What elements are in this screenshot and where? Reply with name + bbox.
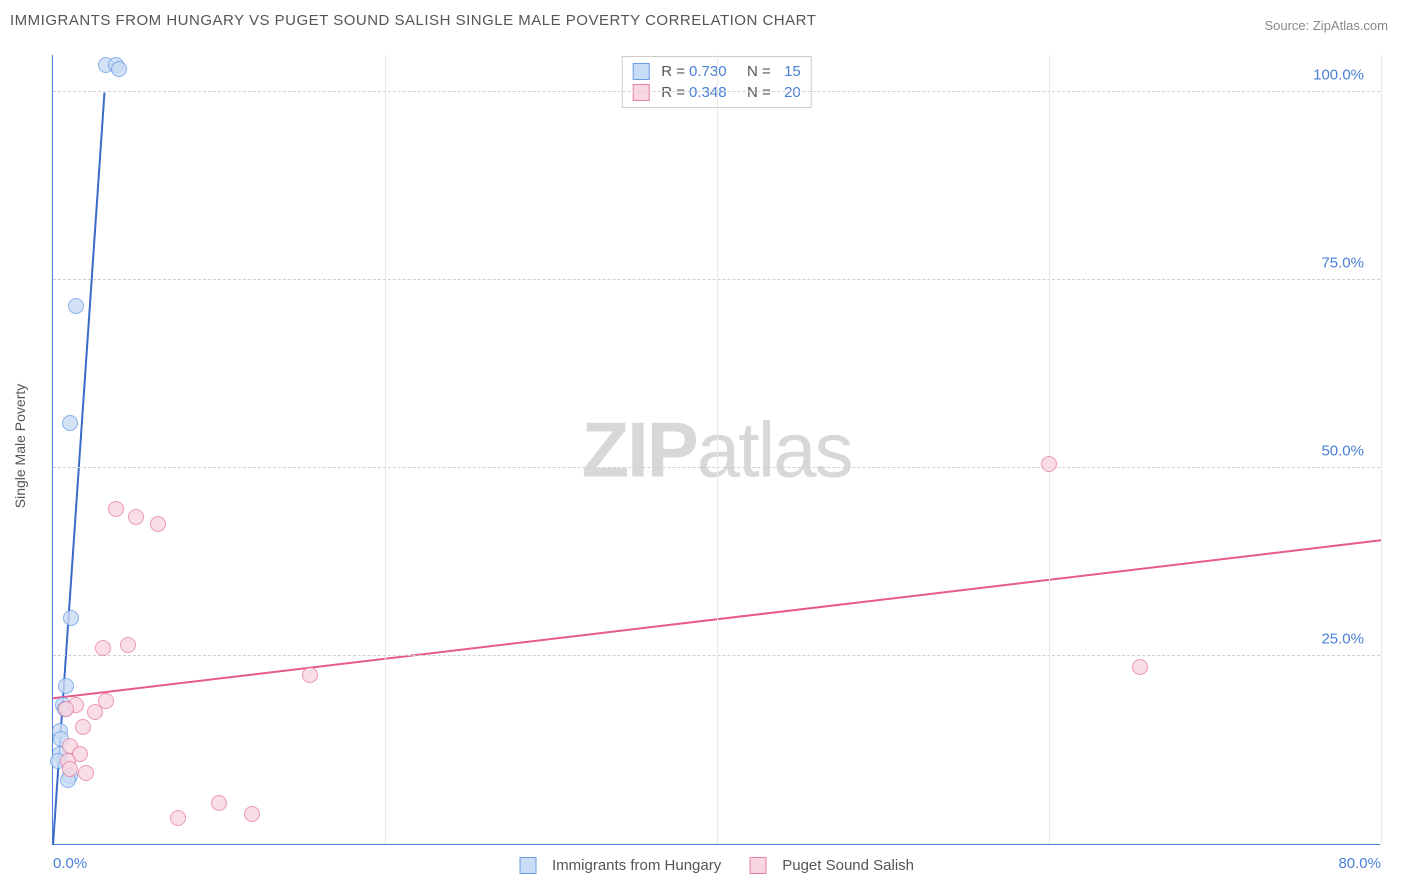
gridline-v (1381, 55, 1382, 844)
y-tick-label: 25.0% (1321, 630, 1382, 647)
correlation-chart: IMMIGRANTS FROM HUNGARY VS PUGET SOUND S… (0, 0, 1406, 892)
data-point-salish (128, 509, 144, 525)
y-tick-label: 75.0% (1321, 254, 1382, 271)
r-label: R = (661, 63, 685, 80)
r-value: 0.730 (689, 63, 737, 80)
data-point-salish (62, 761, 78, 777)
x-tick-label: 80.0% (1338, 855, 1381, 872)
data-point-salish (95, 640, 111, 656)
n-value: 20 (775, 84, 801, 101)
swatch-hungary-icon (632, 63, 649, 80)
legend-label: Immigrants from Hungary (552, 857, 721, 874)
y-axis-label: Single Male Poverty (12, 384, 28, 509)
r-value: 0.348 (689, 84, 737, 101)
y-tick-label: 100.0% (1313, 66, 1382, 83)
legend-label: Puget Sound Salish (782, 857, 914, 874)
n-label: N = (747, 63, 771, 80)
data-point-salish (108, 501, 124, 517)
series-legend: Immigrants from Hungary Puget Sound Salis… (519, 857, 914, 874)
data-point-hungary (63, 610, 79, 626)
legend-item-hungary: Immigrants from Hungary (519, 857, 721, 874)
source-name: ZipAtlas.com (1313, 18, 1388, 33)
n-value: 15 (775, 63, 801, 80)
x-tick-label: 0.0% (53, 855, 87, 872)
gridline-v (385, 55, 386, 844)
legend-swatch-hungary-icon (519, 857, 536, 874)
data-point-hungary (62, 415, 78, 431)
source-prefix: Source: (1264, 18, 1312, 33)
n-label: N = (747, 84, 771, 101)
data-point-salish (150, 516, 166, 532)
gridline-v (717, 55, 718, 844)
data-point-salish (211, 795, 227, 811)
r-label: R = (661, 84, 685, 101)
data-point-salish (244, 806, 260, 822)
data-point-salish (302, 667, 318, 683)
data-point-salish (1132, 659, 1148, 675)
chart-title: IMMIGRANTS FROM HUNGARY VS PUGET SOUND S… (10, 12, 816, 29)
legend-item-salish: Puget Sound Salish (749, 857, 914, 874)
y-tick-label: 50.0% (1321, 442, 1382, 459)
data-point-salish (1041, 456, 1057, 472)
data-point-salish (120, 637, 136, 653)
data-point-hungary (68, 298, 84, 314)
data-point-salish (75, 719, 91, 735)
plot-area: ZIPatlas R =0.730N =15R =0.348N =20 Immi… (52, 55, 1380, 845)
source-attribution: Source: ZipAtlas.com (1264, 18, 1388, 33)
data-point-salish (58, 701, 74, 717)
data-point-hungary (58, 678, 74, 694)
legend-swatch-salish-icon (749, 857, 766, 874)
gridline-v (1049, 55, 1050, 844)
swatch-salish-icon (632, 84, 649, 101)
data-point-salish (87, 704, 103, 720)
data-point-salish (170, 810, 186, 826)
data-point-hungary (111, 61, 127, 77)
data-point-salish (78, 765, 94, 781)
